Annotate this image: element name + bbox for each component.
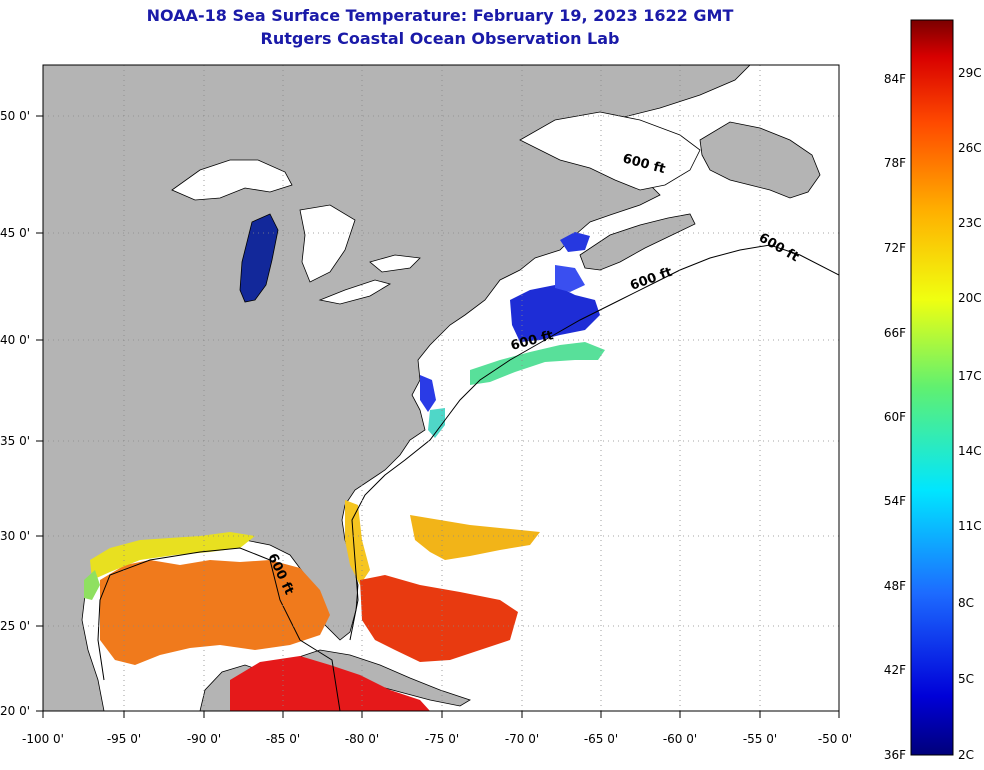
colorbar-c-label: 26C (958, 141, 982, 155)
lat-label: 30 0' (0, 529, 30, 543)
lat-label: 50 0' (0, 109, 30, 123)
colorbar (910, 19, 954, 756)
colorbar-f-label: 72F (884, 241, 906, 255)
lon-label: -50 0' (818, 732, 852, 746)
colorbar-c-label: 2C (958, 748, 974, 762)
lon-label: -70 0' (505, 732, 539, 746)
colorbar-f-label: 48F (884, 579, 906, 593)
lat-label: 20 0' (0, 704, 30, 718)
lon-label: -65 0' (584, 732, 618, 746)
sst-florida-coastal (345, 500, 370, 585)
colorbar-c-label: 14C (958, 444, 982, 458)
lake-michigan (239, 213, 279, 303)
lat-label: 35 0' (0, 434, 30, 448)
isobath-600ft (97, 244, 839, 711)
sst-gulf-stream-red (360, 575, 518, 662)
map-title: NOAA-18 Sea Surface Temperature: Februar… (146, 6, 734, 25)
gulf-st-lawrence (519, 111, 701, 191)
sst-cold-bay-of-fundy (560, 232, 590, 252)
sst-caribbean-red (230, 656, 430, 711)
lon-label: -100 0' (22, 732, 64, 746)
lon-label: -90 0' (187, 732, 221, 746)
sst-cold-northern-patch (555, 265, 585, 292)
lat-label: 25 0' (0, 619, 30, 633)
colorbar-f-label: 66F (884, 326, 906, 340)
lake-erie (318, 279, 392, 305)
axis-ticks (36, 115, 840, 718)
map-frame (42, 64, 840, 712)
land-nova-scotia (579, 213, 696, 271)
colorbar-c-label: 5C (958, 672, 974, 686)
sst-atlantic-yellow (410, 515, 540, 560)
colorbar-f-label: 42F (884, 663, 906, 677)
sst-cool-carolina (428, 408, 445, 438)
colorbar-f-label: 78F (884, 156, 906, 170)
sst-gulf-coast-yellow (90, 532, 255, 580)
lon-label: -80 0' (345, 732, 379, 746)
colorbar-f-label: 36F (884, 748, 906, 762)
colorbar-c-label: 20C (958, 291, 982, 305)
colorbar-f-label: 84F (884, 72, 906, 86)
lon-label: -75 0' (425, 732, 459, 746)
lake-huron (299, 204, 356, 283)
sst-cool-shelf (470, 342, 605, 385)
lon-label: -60 0' (663, 732, 697, 746)
sst-cold-chesapeake (420, 375, 436, 412)
lon-label: -55 0' (743, 732, 777, 746)
colorbar-c-label: 11C (958, 519, 982, 533)
colorbar-c-label: 8C (958, 596, 974, 610)
map-subtitle: Rutgers Coastal Ocean Observation Lab (260, 29, 620, 48)
colorbar-f-label: 54F (884, 494, 906, 508)
colorbar-f-label: 60F (884, 410, 906, 424)
sst-gulf-nearshore-green (84, 570, 100, 600)
lake-superior (171, 159, 293, 201)
sst-cold-gulf-of-maine (510, 285, 600, 342)
lake-ontario (369, 254, 421, 273)
lon-label: -95 0' (107, 732, 141, 746)
sst-gulf-of-mexico-orange (100, 560, 330, 665)
colorbar-c-label: 17C (958, 369, 982, 383)
colorbar-c-label: 29C (958, 66, 982, 80)
lon-label: -85 0' (266, 732, 300, 746)
lat-label: 40 0' (0, 333, 30, 347)
colorbar-c-label: 23C (958, 216, 982, 230)
lat-label: 45 0' (0, 226, 30, 240)
